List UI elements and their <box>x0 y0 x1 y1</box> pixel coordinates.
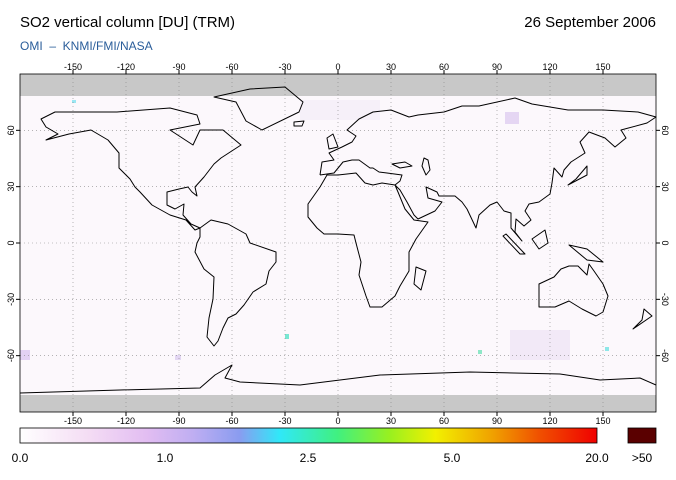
colorbar-label: 20.0 <box>585 451 609 465</box>
lon-tick-label: 150 <box>595 62 610 72</box>
lon-tick-label: -30 <box>278 62 291 72</box>
lon-tick-label: -150 <box>64 62 82 72</box>
lon-tick-label: 120 <box>542 62 557 72</box>
lon-tick-label: 0 <box>335 62 340 72</box>
lon-tick-label: -60 <box>225 416 238 426</box>
coastlines <box>19 86 657 394</box>
map <box>19 73 657 413</box>
lon-tick-label: -120 <box>117 416 135 426</box>
colorbar-gradient <box>19 427 598 444</box>
so2-speckles <box>20 100 609 360</box>
colorbar-label: 5.0 <box>444 451 461 465</box>
lat-tick-label: 60 <box>660 125 670 135</box>
lat-tick-label: 30 <box>6 182 16 192</box>
lon-tick-label: 60 <box>439 416 449 426</box>
lat-tick-label: 0 <box>660 240 670 245</box>
lat-tick-label: -30 <box>660 293 670 306</box>
lat-tick-label: -60 <box>6 349 16 362</box>
lon-tick-label: -30 <box>278 416 291 426</box>
lat-tick-label: -30 <box>6 293 16 306</box>
no-data-south <box>20 395 656 412</box>
title: SO2 vertical column [DU] (TRM) <box>20 14 235 31</box>
lon-tick-label: 60 <box>439 62 449 72</box>
graticule <box>20 74 656 412</box>
lon-tick-label: 90 <box>492 62 502 72</box>
date: 26 September 2006 <box>524 14 656 31</box>
colorbar-overflow <box>627 427 657 444</box>
lon-tick-label: -90 <box>172 416 185 426</box>
lon-tick-label: 90 <box>492 416 502 426</box>
no-data-north <box>20 74 656 96</box>
lon-tick-label: 30 <box>386 62 396 72</box>
lon-tick-label: -60 <box>225 62 238 72</box>
lon-tick-label: 0 <box>335 416 340 426</box>
lon-tick-label: 150 <box>595 416 610 426</box>
lon-tick-label: -90 <box>172 62 185 72</box>
lat-tick-label: 0 <box>6 240 16 245</box>
lat-tick-label: 30 <box>660 182 670 192</box>
colorbar-label: 1.0 <box>157 451 174 465</box>
colorbar <box>19 427 657 444</box>
lon-tick-label: 120 <box>542 416 557 426</box>
lon-tick-label: -120 <box>117 62 135 72</box>
source: OMI – KNMI/FMI/NASA <box>20 39 153 53</box>
colorbar-label: >50 <box>632 451 653 465</box>
lon-tick-label: -150 <box>64 416 82 426</box>
lon-tick-label: 30 <box>386 416 396 426</box>
colorbar-label: 2.5 <box>300 451 317 465</box>
colorbar-label: 0.0 <box>12 451 29 465</box>
lat-tick-label: 60 <box>6 125 16 135</box>
lat-tick-label: -60 <box>660 349 670 362</box>
